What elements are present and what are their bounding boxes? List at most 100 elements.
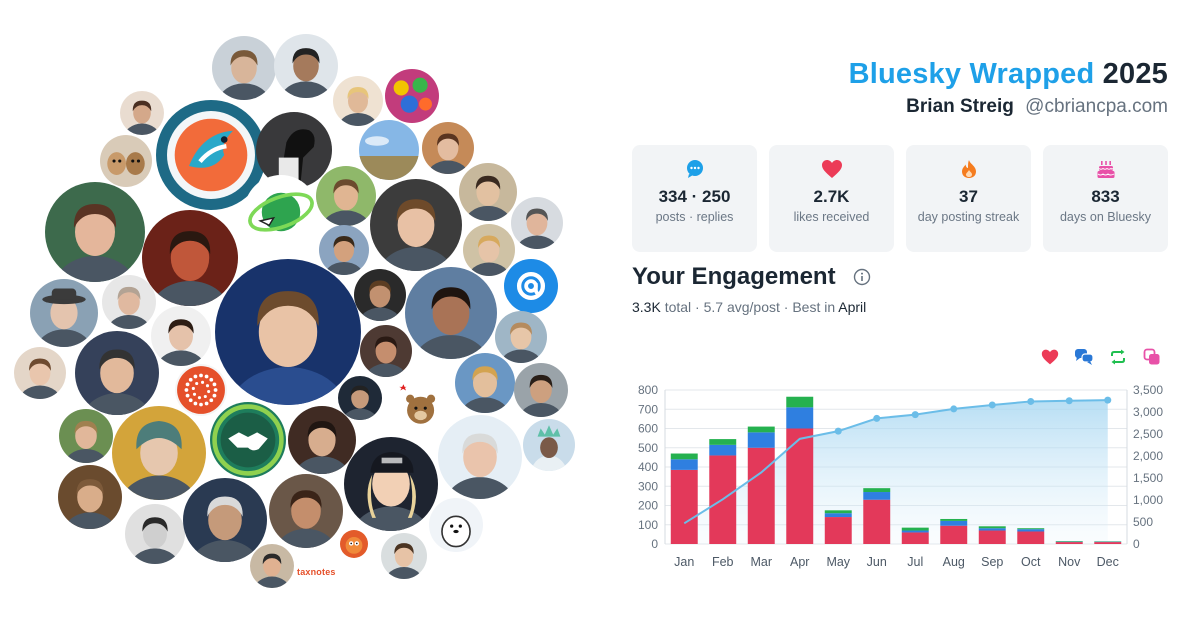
y2-tick-label: 3,000 (1133, 405, 1163, 419)
bar-segment (1055, 541, 1083, 542)
avatar-sky[interactable] (359, 120, 419, 180)
info-icon[interactable] (853, 268, 871, 286)
avatar[interactable] (360, 325, 412, 377)
stat-label: likes received (793, 210, 870, 224)
y-tick-label: 500 (638, 441, 658, 455)
chat-bubble-icon (632, 159, 757, 179)
reply-bubbles-icon[interactable] (1074, 348, 1094, 366)
avatar[interactable] (344, 437, 438, 531)
y2-tick-label: 1,500 (1133, 471, 1163, 485)
x-tick-label: Jul (907, 555, 923, 569)
avatar[interactable] (30, 279, 98, 347)
avatar[interactable] (511, 197, 563, 249)
bar-segment (940, 525, 968, 544)
avatar[interactable] (381, 533, 427, 579)
avatar[interactable] (459, 163, 517, 221)
avatar[interactable] (370, 179, 462, 271)
avatar[interactable] (75, 331, 159, 415)
bar-segment (940, 518, 968, 521)
bar-segment (901, 532, 929, 544)
avatar[interactable] (422, 122, 474, 174)
stat-value: 334 · 250 (658, 187, 731, 206)
avatar[interactable] (338, 376, 382, 420)
avatar-bird[interactable] (156, 100, 266, 210)
engagement-chart: 0 100 200 300 400 500 600 700 800 0 500 1,000 1,500 2… (638, 383, 1163, 569)
bar-segment (1017, 529, 1045, 532)
avatar[interactable] (316, 166, 376, 226)
avatar-otter[interactable] (429, 498, 483, 552)
brand-title: Bluesky Wrapped (848, 58, 1095, 90)
avatar-horse[interactable] (256, 112, 332, 188)
avatar-bear[interactable] (392, 378, 444, 430)
avatar[interactable] (274, 34, 338, 98)
avatar-saturn[interactable] (244, 175, 318, 249)
avatar[interactable] (250, 544, 294, 588)
stat-value: 37 (959, 187, 978, 206)
avatar[interactable] (514, 363, 568, 417)
avatar-shake[interactable] (210, 402, 286, 478)
avatar-squirrel[interactable] (340, 530, 368, 558)
cumulative-point (1065, 397, 1073, 405)
avatar[interactable] (455, 353, 515, 413)
avatar-toys[interactable] (385, 69, 439, 123)
stat-card-days: 833 days on Bluesky (1043, 145, 1168, 252)
quote-icon[interactable] (1143, 348, 1161, 366)
avatar[interactable] (120, 91, 164, 135)
avatar[interactable] (269, 474, 343, 548)
y-tick-label: 200 (638, 499, 658, 513)
avatar-seal[interactable] (175, 364, 227, 416)
stat-card-likes: 2.7K likes received (769, 145, 894, 252)
best-month: April (838, 299, 867, 315)
repost-icon[interactable] (1109, 348, 1127, 366)
bar-segment (1017, 531, 1045, 544)
cumulative-point (1104, 396, 1112, 404)
avatar[interactable] (125, 504, 185, 564)
bar-segment (786, 396, 814, 408)
avatar-liberty[interactable] (523, 419, 575, 471)
avatar-at[interactable] (504, 259, 558, 313)
heart-icon[interactable] (1041, 348, 1059, 366)
engagement-summary: 3.3K total · 5.7 avg/post · Best in Apri… (632, 299, 866, 315)
bar-segment (709, 444, 737, 456)
avatar[interactable] (333, 76, 383, 126)
y2-tick-label: 2,000 (1133, 449, 1163, 463)
avatar[interactable] (59, 409, 113, 463)
y-tick-label: 600 (638, 422, 658, 436)
bar-segment (670, 453, 698, 460)
cumulative-point (988, 401, 996, 409)
avatar[interactable] (463, 224, 515, 276)
avatar[interactable] (215, 259, 361, 405)
avatar[interactable] (102, 275, 156, 329)
avatar[interactable] (354, 269, 406, 321)
avatar[interactable] (112, 406, 206, 500)
bar-segment (824, 510, 852, 514)
x-tick-label: Nov (1058, 555, 1081, 569)
bar-segment (824, 513, 852, 518)
bar-segment (940, 520, 968, 526)
avatar[interactable] (288, 406, 356, 474)
avatar[interactable] (14, 347, 66, 399)
avatar[interactable] (58, 465, 122, 529)
avatar[interactable] (183, 478, 267, 562)
y2-tick-label: 0 (1133, 537, 1140, 551)
bar-segment (747, 426, 775, 433)
bar-segment (1094, 542, 1122, 544)
stat-value: 833 (1091, 187, 1120, 206)
page-title: Bluesky Wrapped 2025 (849, 58, 1168, 91)
avatar[interactable] (405, 267, 497, 359)
stat-cards: 334 · 250 posts · replies 2.7K likes rec… (632, 145, 1168, 252)
cake-icon (1043, 159, 1168, 179)
avatar[interactable] (438, 415, 522, 499)
avatar[interactable] (142, 210, 238, 306)
x-tick-label: May (826, 555, 850, 569)
avatar[interactable] (151, 306, 211, 366)
avatar[interactable] (495, 311, 547, 363)
avatar[interactable] (212, 36, 276, 100)
avatar-cluster: taxnotes (14, 34, 575, 588)
avatar[interactable] (45, 182, 145, 282)
avatar[interactable] (319, 225, 369, 275)
y-tick-label: 100 (638, 518, 658, 532)
avatar-dogs[interactable] (100, 135, 152, 187)
y2-tick-label: 500 (1133, 515, 1153, 529)
y2-tick-label: 3,500 (1133, 383, 1163, 397)
